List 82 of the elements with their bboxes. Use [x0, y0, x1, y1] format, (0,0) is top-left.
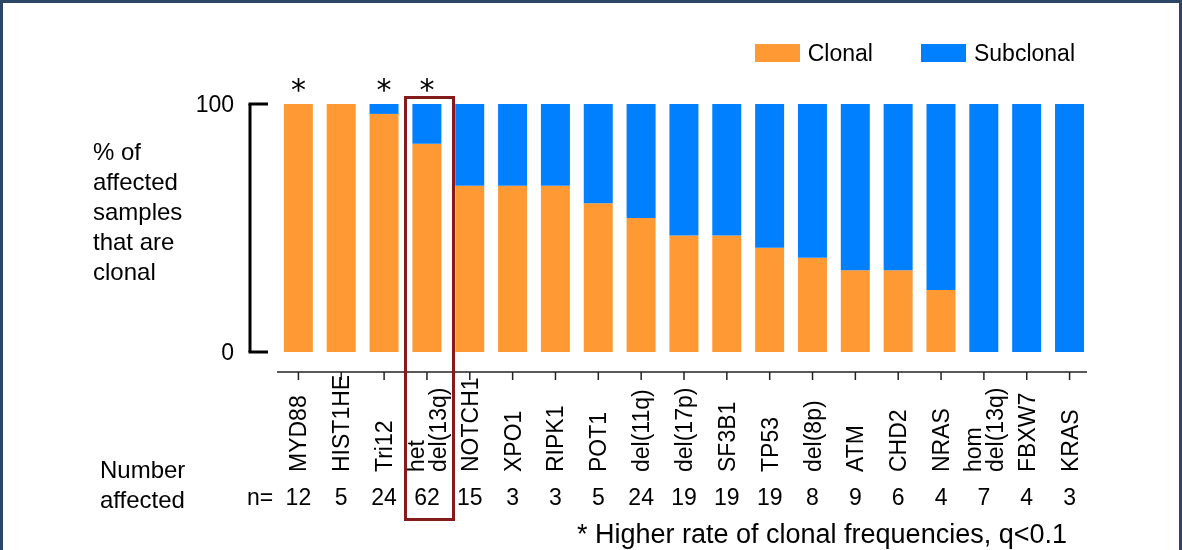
- legend-label: Clonal: [807, 40, 873, 66]
- text: 5: [334, 483, 348, 512]
- bar: [583, 203, 613, 352]
- annotation: *: [419, 72, 435, 107]
- x-tick-label: Tri12: [371, 420, 398, 472]
- bar: [926, 104, 956, 290]
- text: * Higher rate of clonal frequencies, q<0.1: [576, 519, 1067, 549]
- text: 5: [591, 483, 605, 512]
- bar: [283, 104, 313, 352]
- x-tick-label: NRAS: [928, 408, 955, 472]
- text: Number affected: [100, 455, 187, 515]
- bar: [840, 270, 870, 352]
- y-tick-label: 0: [221, 339, 234, 366]
- bar: [969, 104, 999, 352]
- bar: [626, 218, 656, 352]
- text: 3: [506, 483, 520, 512]
- text: 19: [714, 483, 740, 512]
- x-tick-label: TP53: [756, 417, 783, 472]
- bar: [883, 104, 913, 271]
- text: 8: [806, 483, 819, 512]
- text: 12: [285, 483, 312, 512]
- bar: [797, 104, 827, 258]
- x-tick-label: hom del(13q): [959, 387, 1008, 472]
- x-tick-label: HIST1HE: [328, 374, 355, 472]
- bar: [755, 104, 785, 248]
- x-tick-label: ATM: [842, 425, 869, 472]
- annotation: *: [290, 72, 306, 107]
- annotation: *: [376, 72, 392, 107]
- bar: [1055, 104, 1085, 352]
- x-tick-label: SF3B1: [713, 401, 740, 472]
- bar: [797, 257, 827, 352]
- bar: [712, 104, 742, 236]
- bar: [369, 104, 399, 114]
- x-tick-label: RIPK1: [542, 405, 569, 472]
- y-axis-title: % of affected samples that are clonal: [93, 137, 184, 287]
- text: 19: [671, 483, 697, 512]
- x-tick-label: del(11q): [628, 389, 655, 472]
- legend-label: Subclonal: [973, 40, 1075, 66]
- x-tick-label: POT1: [585, 411, 612, 472]
- x-tick-label: KRAS: [1056, 409, 1083, 472]
- text: 19: [756, 483, 783, 512]
- bar: [326, 104, 356, 352]
- text: 4: [934, 483, 948, 512]
- y-tick-label: 100: [195, 91, 234, 118]
- bar: [1012, 104, 1042, 352]
- text: 24: [628, 483, 654, 512]
- text: 6: [891, 483, 905, 512]
- x-tick-label: XPO1: [499, 410, 526, 472]
- bar: [840, 104, 870, 271]
- bar: [540, 104, 570, 186]
- bar: [412, 104, 442, 144]
- text: 4: [1020, 483, 1034, 512]
- bar: [669, 104, 699, 236]
- bar: [626, 104, 656, 219]
- bar: [498, 104, 528, 186]
- bar: [498, 185, 528, 352]
- bar: [712, 235, 742, 352]
- bar: [540, 185, 570, 352]
- text: 7: [977, 483, 991, 512]
- text: 15: [456, 483, 483, 512]
- bar: [583, 104, 613, 204]
- text: 62: [414, 483, 440, 512]
- text: 24: [371, 483, 397, 512]
- text: 9: [848, 483, 862, 512]
- text: 3: [549, 483, 562, 512]
- bar: [412, 143, 442, 352]
- text: n=: [247, 483, 274, 512]
- bar: [669, 235, 699, 352]
- text: 3: [1063, 483, 1076, 512]
- x-tick-label: del(8p): [799, 400, 826, 472]
- bar: [455, 185, 485, 352]
- bar: [755, 247, 785, 352]
- x-tick-label: NOTCH1: [456, 377, 483, 472]
- bar: [455, 104, 485, 186]
- x-tick-label: FBXW7: [1013, 392, 1040, 472]
- x-tick-label: MYD88: [285, 395, 312, 472]
- x-tick-label: CHD2: [885, 409, 912, 472]
- bar: [369, 113, 399, 352]
- bar: [883, 270, 913, 352]
- x-tick-label: het del(13q): [402, 387, 451, 472]
- x-tick-label: del(17p): [671, 387, 697, 472]
- bar: [926, 290, 956, 352]
